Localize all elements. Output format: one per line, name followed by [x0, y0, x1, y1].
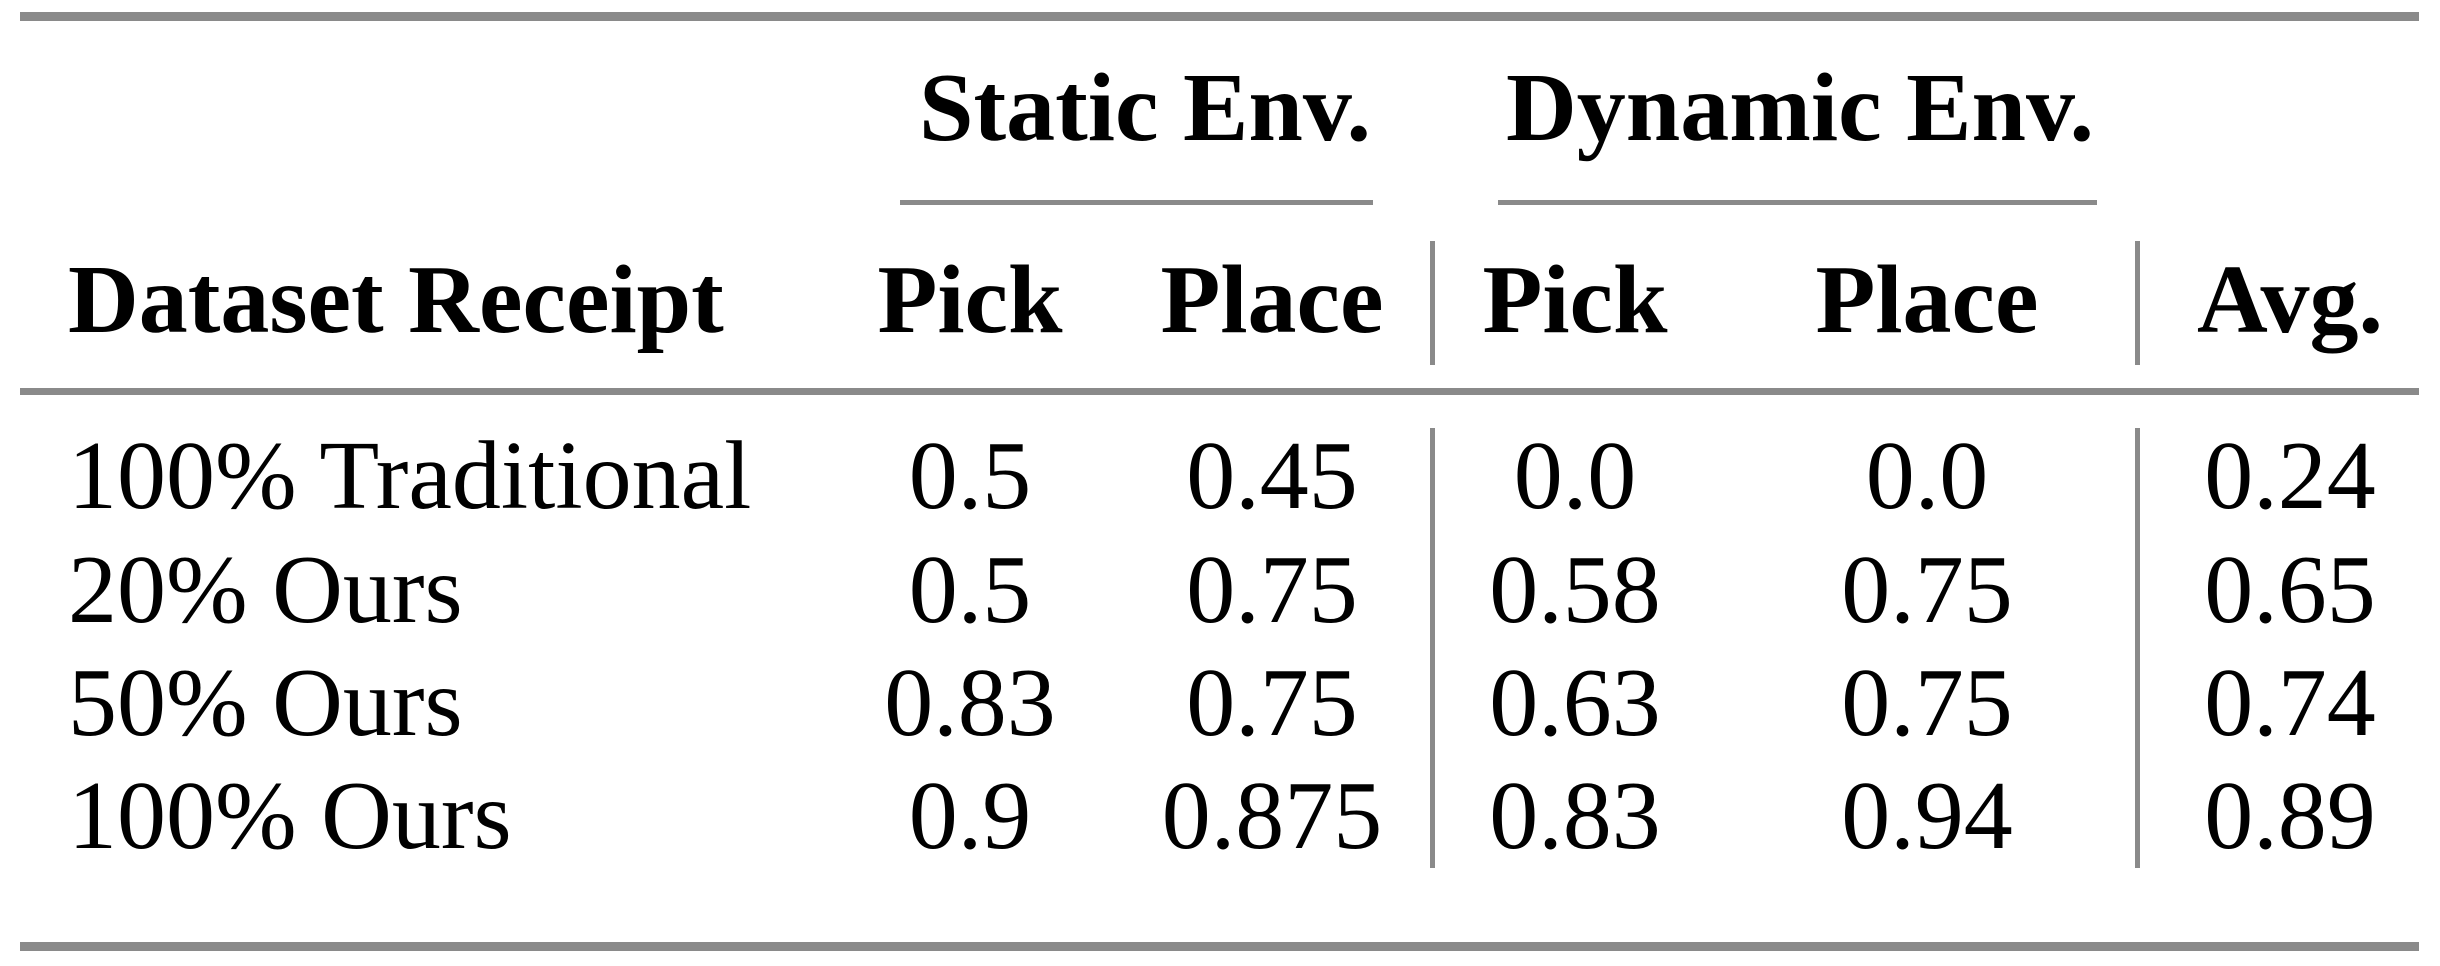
cell-dynamic-place: 0.0: [1865, 422, 1989, 530]
row-label: 50% Ours: [68, 649, 463, 757]
column-header-dynamic-pick: Pick: [1482, 246, 1668, 354]
column-header-static-place: Place: [1160, 246, 1384, 354]
cell-static-pick: 0.9: [908, 762, 1032, 870]
column-header-dynamic-place: Place: [1815, 246, 2039, 354]
column-header-dataset-receipt: Dataset Receipt: [68, 246, 724, 354]
cell-avg: 0.89: [2204, 762, 2376, 870]
cell-static-place: 0.45: [1186, 422, 1358, 530]
cell-static-pick: 0.83: [884, 649, 1056, 757]
vertical-separator-2-header: [2135, 241, 2140, 365]
top-rule: [20, 12, 2419, 21]
header-mid-rule: [20, 388, 2419, 395]
vertical-separator-1-body: [1430, 428, 1435, 868]
cell-dynamic-place: 0.75: [1841, 536, 2013, 644]
cell-avg: 0.65: [2204, 536, 2376, 644]
group-header-static-env: Static Env.: [919, 54, 1371, 162]
column-header-avg: Avg.: [2197, 246, 2383, 354]
cell-static-pick: 0.5: [908, 536, 1032, 644]
vertical-separator-2-body: [2135, 428, 2140, 868]
cell-static-place: 0.875: [1161, 762, 1383, 870]
dynamic-env-cmidrule: [1498, 200, 2097, 205]
bottom-rule: [20, 942, 2419, 951]
cell-dynamic-pick: 0.0: [1513, 422, 1637, 530]
cell-dynamic-place: 0.75: [1841, 649, 2013, 757]
cell-dynamic-place: 0.94: [1841, 762, 2013, 870]
cell-static-place: 0.75: [1186, 536, 1358, 644]
cell-dynamic-pick: 0.83: [1489, 762, 1661, 870]
row-label: 100% Ours: [68, 762, 512, 870]
cell-dynamic-pick: 0.58: [1489, 536, 1661, 644]
cell-dynamic-pick: 0.63: [1489, 649, 1661, 757]
row-label: 100% Traditional: [68, 422, 752, 530]
cell-static-pick: 0.5: [908, 422, 1032, 530]
static-env-cmidrule: [900, 200, 1373, 205]
cell-avg: 0.74: [2204, 649, 2376, 757]
column-header-static-pick: Pick: [877, 246, 1063, 354]
cell-avg: 0.24: [2204, 422, 2376, 530]
cell-static-place: 0.75: [1186, 649, 1358, 757]
row-label: 20% Ours: [68, 536, 463, 644]
group-header-dynamic-env: Dynamic Env.: [1505, 54, 2095, 162]
vertical-separator-1-header: [1430, 241, 1435, 365]
